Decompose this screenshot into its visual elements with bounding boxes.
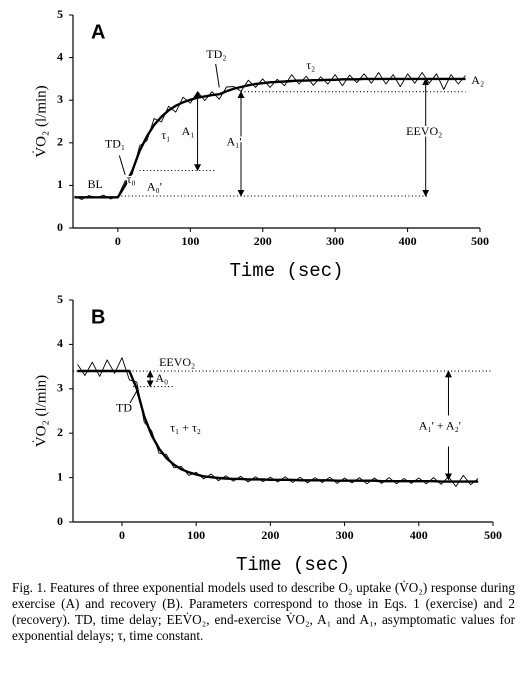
x-tick-label: 0	[119, 528, 125, 542]
x-tick-label: 300	[336, 528, 354, 542]
annotation: A₀	[155, 371, 168, 385]
raw-data-line	[77, 357, 479, 487]
y-axis-label: V̇O₂ (l/min)	[33, 85, 50, 157]
annotation: A₁' + A₂'	[419, 418, 461, 432]
x-tick-label: 500	[484, 528, 502, 542]
y-tick-label: 1	[57, 469, 63, 483]
annotation: A₁	[182, 124, 195, 138]
y-axis-label: V̇O₂ (l/min)	[33, 375, 50, 447]
annotation: τ₀	[127, 172, 136, 186]
annotation: BL	[87, 177, 102, 191]
y-tick-label: 3	[57, 381, 63, 395]
arrow	[215, 63, 220, 88]
x-tick-label: 100	[187, 528, 205, 542]
y-tick-label: 0	[57, 220, 63, 234]
caption: Fig. 1. Features of three exponential mo…	[12, 580, 515, 643]
x-tick-label: 200	[261, 528, 279, 542]
annotation: A₁'	[227, 135, 242, 149]
y-tick-label: 5	[57, 292, 63, 306]
arrow	[118, 155, 126, 175]
annotation: EEVO₂	[406, 124, 442, 138]
x-axis-label: Time (sec)	[229, 260, 343, 282]
annotation: τ₁ + τ₂	[170, 421, 201, 435]
annotation: τ₁	[161, 128, 170, 142]
y-tick-label: 1	[57, 177, 63, 191]
annotation: TD₂	[206, 47, 226, 61]
arrow	[127, 390, 138, 407]
x-tick-label: 400	[399, 234, 417, 248]
x-tick-label: 500	[471, 234, 489, 248]
y-tick-label: 5	[57, 7, 63, 21]
annotation: A₂	[471, 73, 484, 87]
annotation: A₀'	[147, 179, 162, 193]
panel-label: A	[91, 21, 105, 43]
x-axis-label: Time (sec)	[236, 554, 350, 575]
y-tick-label: 4	[57, 49, 63, 63]
raw-data-line	[74, 72, 466, 200]
annotation: τ₂	[306, 58, 315, 72]
x-tick-label: 400	[410, 528, 428, 542]
y-tick-label: 0	[57, 514, 63, 528]
annotation: TD₁	[105, 137, 125, 151]
x-tick-label: 200	[254, 234, 272, 248]
model-fit-line	[77, 369, 479, 483]
x-tick-label: 300	[326, 234, 344, 248]
y-tick-label: 3	[57, 92, 63, 106]
annotation: EEVO₂	[159, 355, 195, 369]
x-tick-label: 100	[181, 234, 199, 248]
x-tick-label: 0	[115, 234, 121, 248]
y-tick-label: 4	[57, 336, 63, 350]
panel-label: B	[91, 306, 105, 328]
annotation: TD	[116, 401, 132, 415]
y-tick-label: 2	[57, 135, 63, 149]
model-fit-line	[74, 77, 466, 199]
y-tick-label: 2	[57, 425, 63, 439]
